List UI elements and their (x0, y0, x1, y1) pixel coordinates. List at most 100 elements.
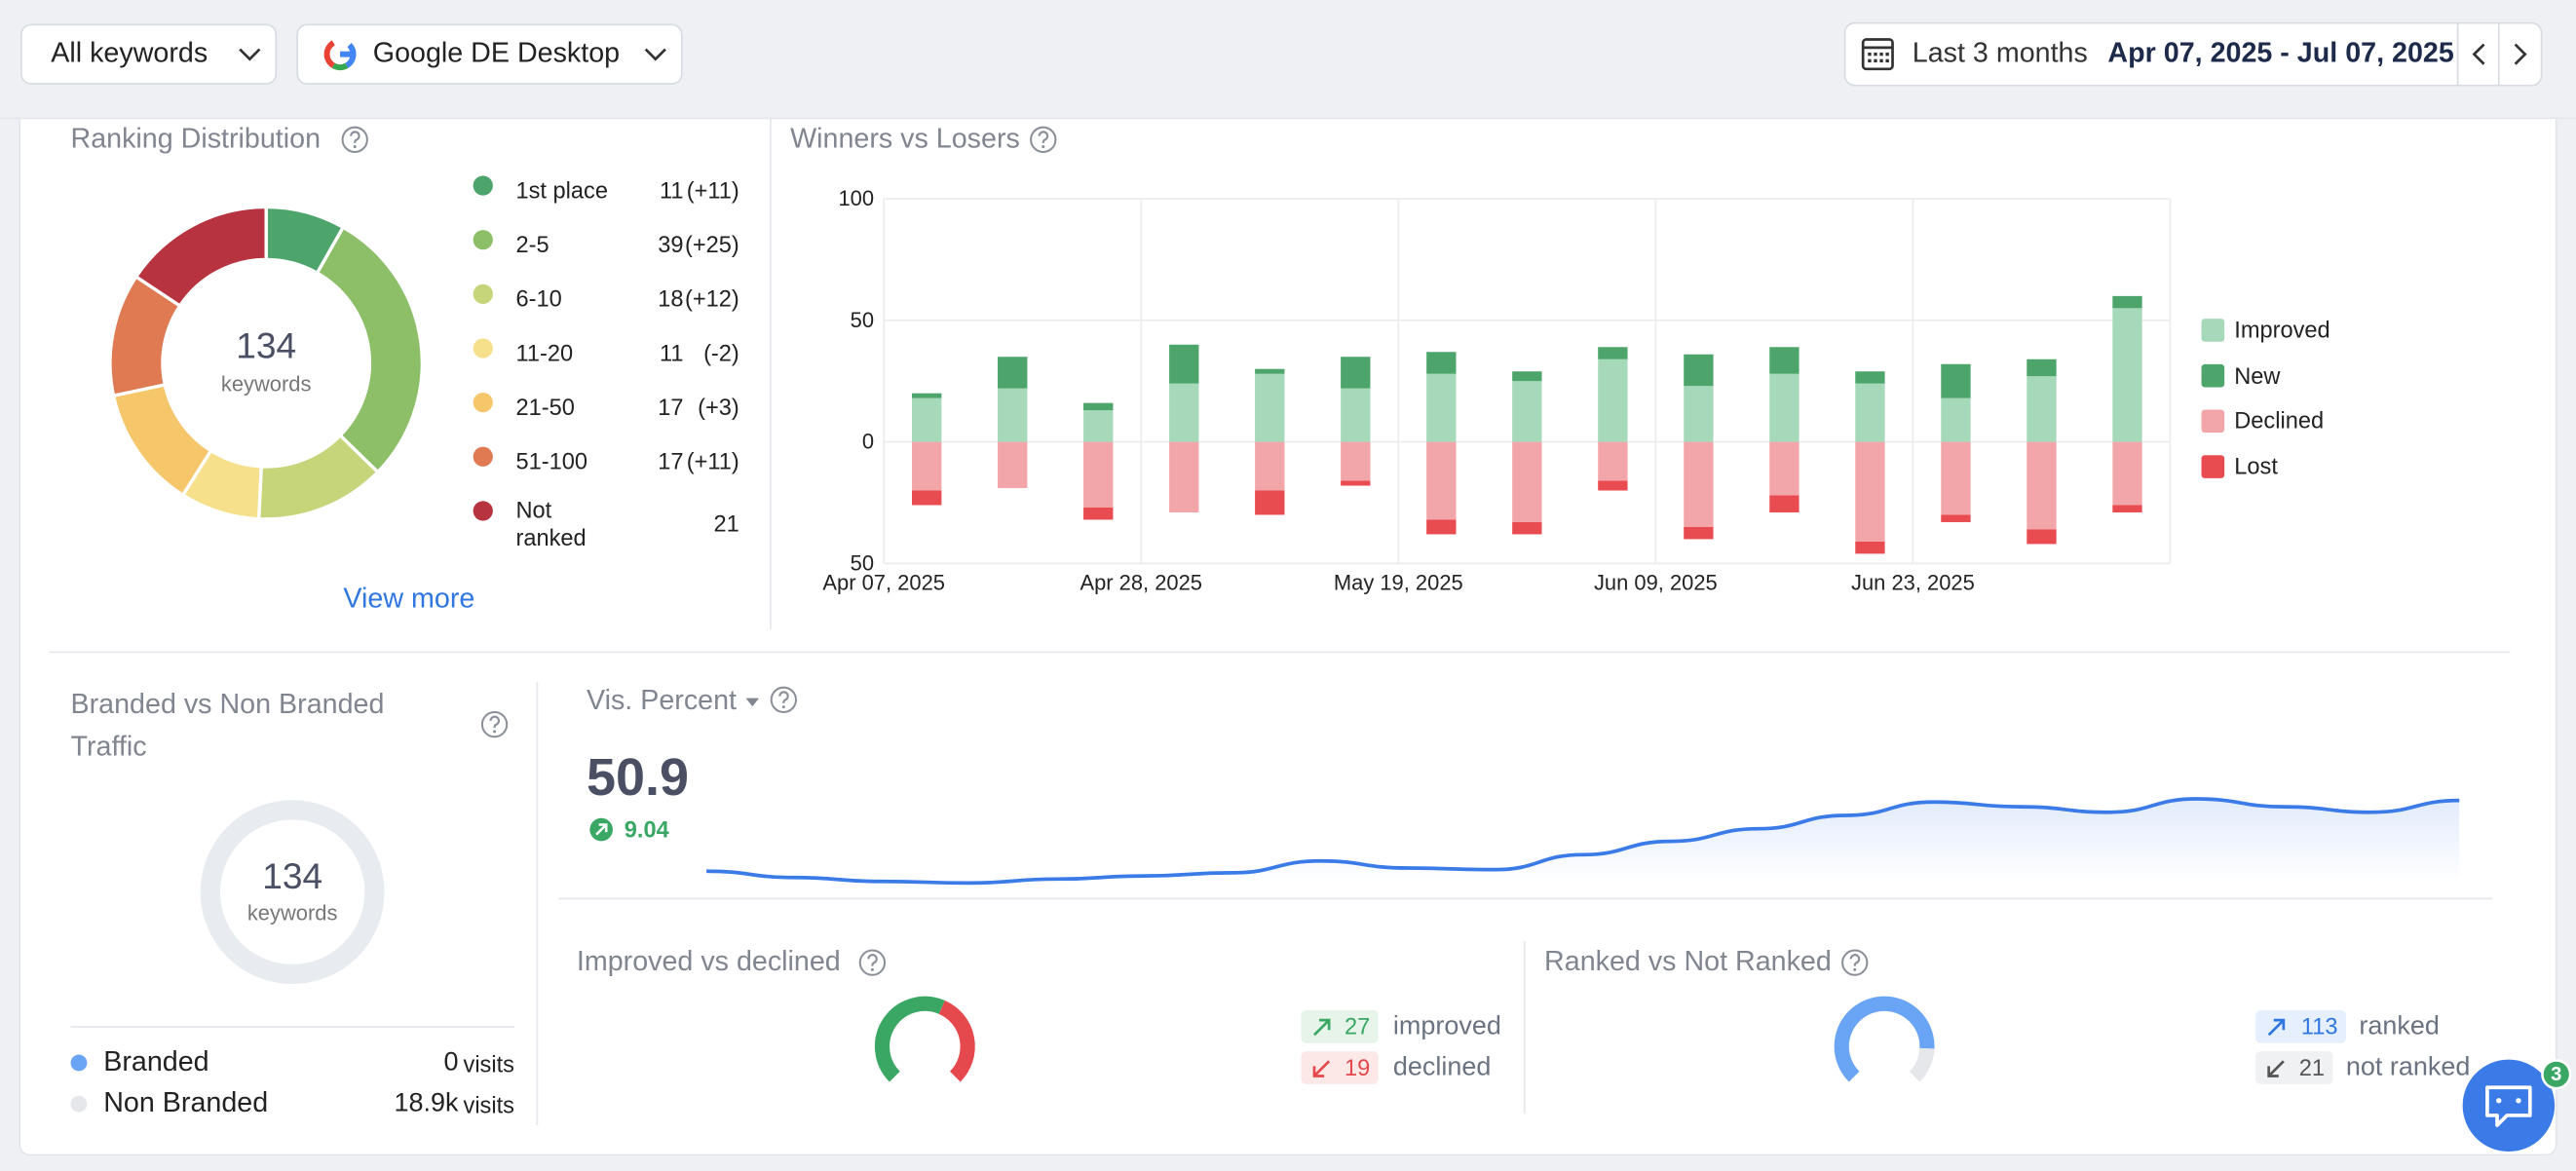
bar-segment (1598, 359, 1628, 442)
bar-segment (912, 397, 942, 442)
help-icon (1841, 949, 1869, 976)
bar-segment (1512, 371, 1542, 382)
help-circle (858, 949, 887, 976)
legend-count: 21 (713, 510, 739, 537)
legend-label: Branded (103, 1045, 209, 1077)
visits-value: 0 (443, 1048, 459, 1077)
date-picker[interactable] (1843, 21, 2543, 87)
bar-segment (1855, 371, 1885, 384)
dropdown-caret (745, 698, 760, 707)
help-dot (870, 967, 874, 971)
section-title: Branded vs Non Branded Traffic (70, 688, 385, 763)
bar-segment (912, 393, 942, 398)
calendar-icon (1879, 58, 1883, 63)
bar-segment (1426, 519, 1457, 535)
bar-segment (912, 441, 942, 491)
engine-dropdown[interactable] (296, 23, 683, 85)
view-more-link[interactable]: View more (343, 583, 475, 615)
branded-total-label: keywords (246, 900, 338, 925)
help-mark (778, 691, 789, 703)
legend-dot (70, 1054, 88, 1072)
bar-segment (1426, 373, 1457, 442)
gauge-segment (1834, 996, 1935, 1082)
badge-arrow (2267, 1018, 2286, 1037)
bar-segment (1083, 402, 1114, 411)
prev-button (2472, 43, 2485, 65)
bar-segment (1341, 357, 1371, 389)
legend-change: (+25) (685, 231, 739, 258)
legend-label: 1st place (515, 176, 608, 204)
badge-label: improved (1392, 1012, 1501, 1041)
bar-segment (1941, 397, 1971, 442)
help-circle (341, 126, 368, 153)
metric-dropdown[interactable]: Vis. Percent (586, 684, 738, 716)
bar-segment (2027, 441, 2057, 530)
badge-value: 19 (1345, 1053, 1371, 1080)
bar-segment (912, 490, 942, 506)
bar-segment (1255, 373, 1285, 442)
legend-dot (70, 1095, 88, 1113)
gauge-segment (938, 1000, 975, 1082)
date-period: Last 3 months (1912, 37, 2088, 69)
x-tick-label: Apr 07, 2025 (822, 570, 945, 595)
bar-segment (1083, 441, 1114, 508)
help-circle (770, 686, 797, 713)
search-engine: Google DE Desktop (372, 37, 621, 69)
legend-count: 18 (658, 284, 684, 312)
help-mark (1849, 954, 1861, 966)
card (19, 89, 2557, 1156)
legend-label: Lost (2234, 452, 2278, 479)
x-tick-label: Apr 28, 2025 (1080, 570, 1203, 595)
bar-segment (998, 388, 1028, 442)
bar-segment (1598, 347, 1628, 359)
legend-dot (473, 393, 493, 413)
legend-count: 39 (658, 231, 684, 258)
legend-count: 11 (659, 339, 684, 366)
help-icon (770, 686, 797, 713)
help-dot (1853, 967, 1857, 971)
legend-label: Declined (2234, 407, 2325, 434)
dropdown-chevron (239, 48, 261, 61)
help-dot (493, 730, 497, 734)
visits-unit: visits (463, 1050, 514, 1077)
bar-segment (2027, 529, 2057, 545)
legend-label: Non Branded (103, 1086, 269, 1118)
x-tick-label: Jun 23, 2025 (1851, 570, 1975, 595)
sparkline-area (706, 799, 2460, 884)
x-tick-label: May 19, 2025 (1333, 570, 1463, 595)
bar-segment (1769, 347, 1799, 374)
bar-segment (1255, 441, 1285, 491)
calendar-icon (1879, 52, 1883, 57)
bar-segment (1855, 441, 1885, 542)
bar-segment (1512, 441, 1542, 522)
trend-arrow (595, 823, 608, 836)
donut-segment (315, 225, 425, 474)
keyword-dropdown[interactable] (20, 23, 278, 85)
section-title: Improved vs declined (576, 945, 841, 977)
help-icon (1030, 126, 1057, 153)
legend-dot (473, 338, 493, 359)
bar-segment (1941, 441, 1971, 515)
legend-count: 17 (658, 394, 684, 421)
legend-swatch (2201, 409, 2225, 434)
calendar-icon (1868, 52, 1872, 57)
visits-value: 18.9k (394, 1089, 459, 1118)
legend-change: (+11) (686, 447, 739, 474)
legend-label: 51-100 (515, 447, 587, 474)
bar-segment (1341, 388, 1371, 442)
chat-icon (2496, 1098, 2502, 1104)
section-title: Ranking Distribution (70, 123, 322, 155)
branded-total: 134 (262, 855, 323, 897)
x-tick-label: Jun 09, 2025 (1593, 570, 1718, 595)
chat-button[interactable] (2462, 1059, 2556, 1152)
branded-ring (200, 800, 385, 985)
badge-value: 27 (1345, 1012, 1371, 1039)
legend-change: (+11) (686, 176, 739, 204)
bar-segment (1426, 441, 1457, 520)
legend-dot (473, 446, 493, 467)
bar-segment (1769, 495, 1799, 512)
bar-segment (1598, 441, 1628, 481)
legend-label: 2-5 (515, 231, 549, 258)
